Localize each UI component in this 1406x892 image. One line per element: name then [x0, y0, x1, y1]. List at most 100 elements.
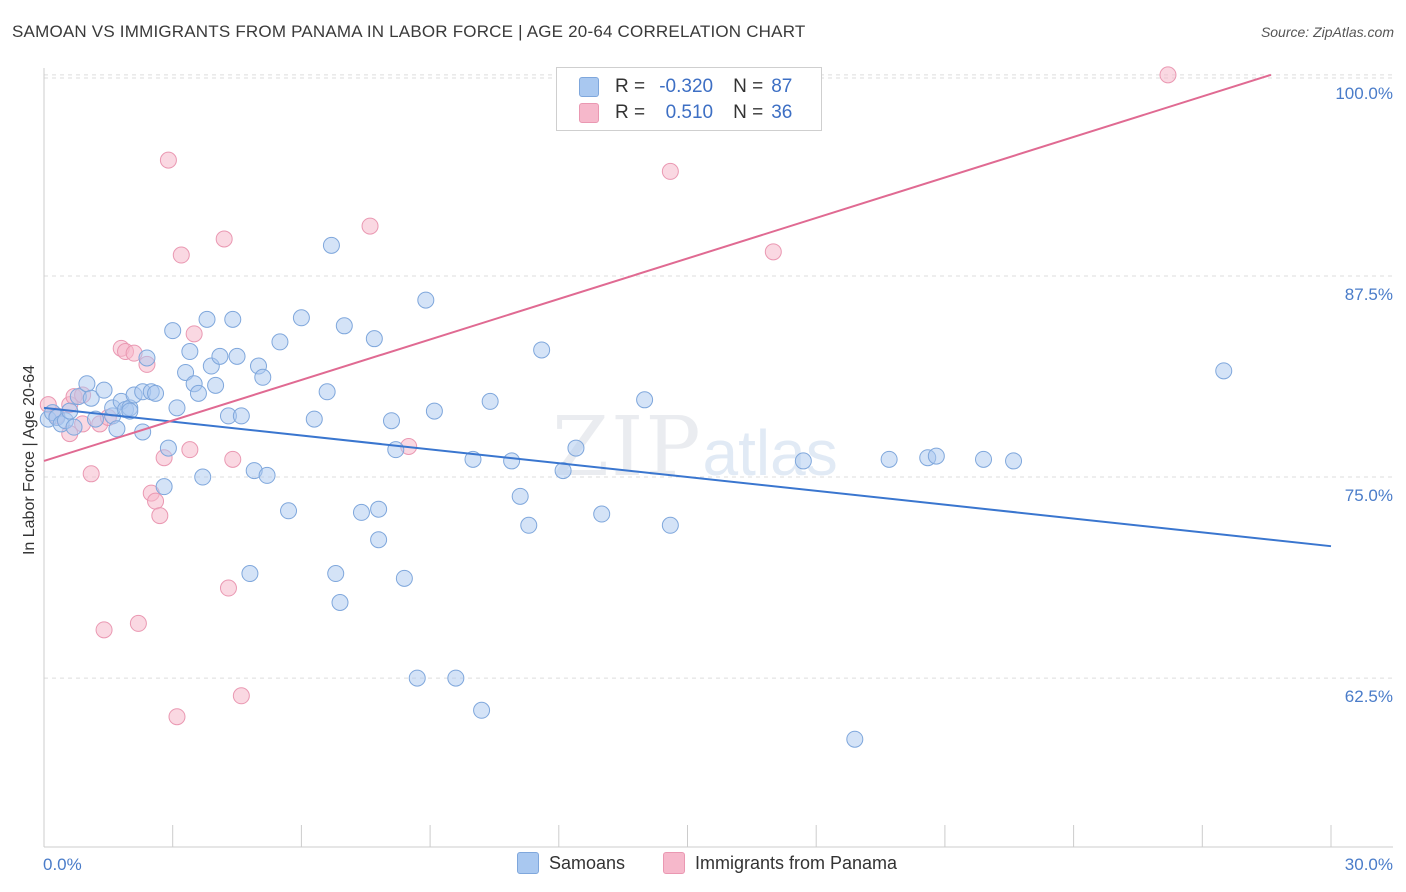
- samoan-point: [194, 468, 212, 486]
- samoan-point: [318, 383, 336, 401]
- samoan-point: [1005, 452, 1023, 470]
- samoan-point: [232, 407, 250, 425]
- samoan-point: [168, 399, 186, 417]
- samoan-point: [241, 565, 259, 583]
- samoan-point: [794, 452, 812, 470]
- legend-r-label: R =: [615, 102, 646, 123]
- panama-point: [232, 687, 250, 705]
- gridlines: [44, 74, 1393, 679]
- samoan-point: [78, 375, 96, 393]
- samoan-point: [331, 593, 349, 611]
- samoan-point: [365, 330, 383, 348]
- panama-point: [219, 579, 237, 597]
- bottom-legend-label: Samoans: [549, 852, 626, 873]
- axes: [43, 68, 1393, 848]
- samoan-point: [224, 310, 242, 328]
- samoan-point: [177, 363, 195, 381]
- panama-point: [215, 230, 233, 248]
- y-tick-label: 100.0%: [1335, 84, 1393, 103]
- samoan-point: [86, 410, 104, 428]
- bottom-swatch-pink: [663, 852, 685, 874]
- samoan-point: [147, 384, 165, 402]
- samoan-point: [228, 347, 246, 365]
- samoan-point: [108, 420, 126, 438]
- samoan-point: [636, 391, 654, 409]
- panama-point: [159, 151, 177, 169]
- legend-n-label: N =: [733, 102, 764, 123]
- samoan-point: [473, 701, 491, 719]
- y-ticks: 62.5% 75.0% 87.5% 100.0%: [1335, 84, 1393, 706]
- samoan-point: [481, 392, 499, 410]
- samoan-point: [207, 376, 225, 394]
- correlation-legend: R = -0.320 N = 87 R = 0.510 N = 36: [556, 67, 822, 131]
- samoan-point: [65, 418, 83, 436]
- samoan-point: [95, 381, 113, 399]
- samoan-point: [254, 368, 272, 386]
- samoan-point: [520, 516, 538, 534]
- samoan-point: [1215, 362, 1233, 380]
- trend-lines: [43, 73, 1332, 548]
- legend-r-value: -0.320: [659, 76, 714, 97]
- legend-row-panama: R = 0.510 N = 36: [579, 100, 792, 126]
- panama-point: [185, 325, 203, 343]
- samoan-point: [305, 410, 323, 428]
- legend-row-samoans: R = -0.320 N = 87: [579, 74, 792, 100]
- samoan-point: [395, 569, 413, 587]
- samoan-point: [503, 452, 521, 470]
- samoan-point: [554, 462, 572, 480]
- source-credit: Source: ZipAtlas.com: [1260, 24, 1394, 40]
- samoan-point: [322, 236, 340, 254]
- bottom-legend-panama: Immigrants from Panama: [663, 851, 897, 875]
- samoan-point: [121, 402, 139, 420]
- samoan-point: [408, 669, 426, 687]
- bottom-swatch-blue: [517, 852, 539, 874]
- samoan-point: [198, 310, 216, 328]
- y-axis-title: In Labor Force | Age 20-64: [21, 365, 38, 555]
- panama-point: [181, 441, 199, 459]
- samoan-point: [271, 333, 289, 351]
- panama-point: [151, 507, 169, 525]
- legend-n-label: N =: [733, 76, 764, 97]
- chart-title: SAMOAN VS IMMIGRANTS FROM PANAMA IN LABO…: [12, 22, 806, 41]
- samoan-point: [292, 309, 310, 327]
- legend-swatch-pink: [579, 103, 599, 123]
- panama-point: [661, 162, 679, 180]
- samoan-point: [846, 730, 864, 748]
- bottom-legend-samoans: Samoans: [517, 851, 625, 875]
- panama-point: [129, 614, 147, 632]
- samoan-point: [82, 389, 100, 407]
- y-tick-label: 87.5%: [1345, 285, 1393, 304]
- samoan-point: [533, 341, 551, 359]
- y-tick-label: 75.0%: [1345, 486, 1393, 505]
- legend-n-value: 87: [771, 76, 793, 97]
- samoan-point: [189, 384, 207, 402]
- samoan-point: [352, 503, 370, 521]
- panama-points: [39, 66, 1177, 726]
- panama-point: [224, 450, 242, 468]
- panama-point: [172, 246, 190, 264]
- samoan-point: [181, 343, 199, 361]
- samoan-point: [927, 447, 945, 465]
- panama-point: [82, 465, 100, 483]
- legend-n-value: 36: [771, 102, 793, 123]
- samoan-point: [155, 478, 173, 496]
- panama-point: [764, 243, 782, 261]
- panama-point: [168, 708, 186, 726]
- samoan-point: [417, 291, 435, 309]
- samoan-trend-line: [43, 406, 1332, 548]
- samoan-point: [327, 565, 345, 583]
- samoan-point: [138, 349, 156, 367]
- x-tick-label-max: 30.0%: [1345, 855, 1393, 874]
- samoan-point: [370, 531, 388, 549]
- samoan-point: [567, 439, 585, 457]
- panama-point: [95, 621, 113, 639]
- samoan-point: [335, 317, 353, 335]
- samoan-point: [382, 412, 400, 430]
- samoan-point: [425, 402, 443, 420]
- legend-swatch-blue: [579, 77, 599, 97]
- panama-point: [361, 217, 379, 235]
- samoan-point: [593, 505, 611, 523]
- samoan-point: [975, 450, 993, 468]
- legend-r-value: 0.510: [665, 102, 714, 123]
